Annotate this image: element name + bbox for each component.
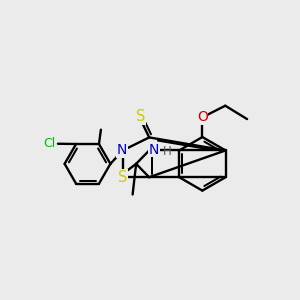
Text: Cl: Cl xyxy=(44,137,56,150)
Text: N: N xyxy=(149,143,159,157)
Text: N: N xyxy=(116,143,127,158)
Text: S: S xyxy=(118,170,128,185)
Text: H: H xyxy=(163,146,171,158)
Text: S: S xyxy=(136,109,145,124)
Text: O: O xyxy=(197,110,208,124)
